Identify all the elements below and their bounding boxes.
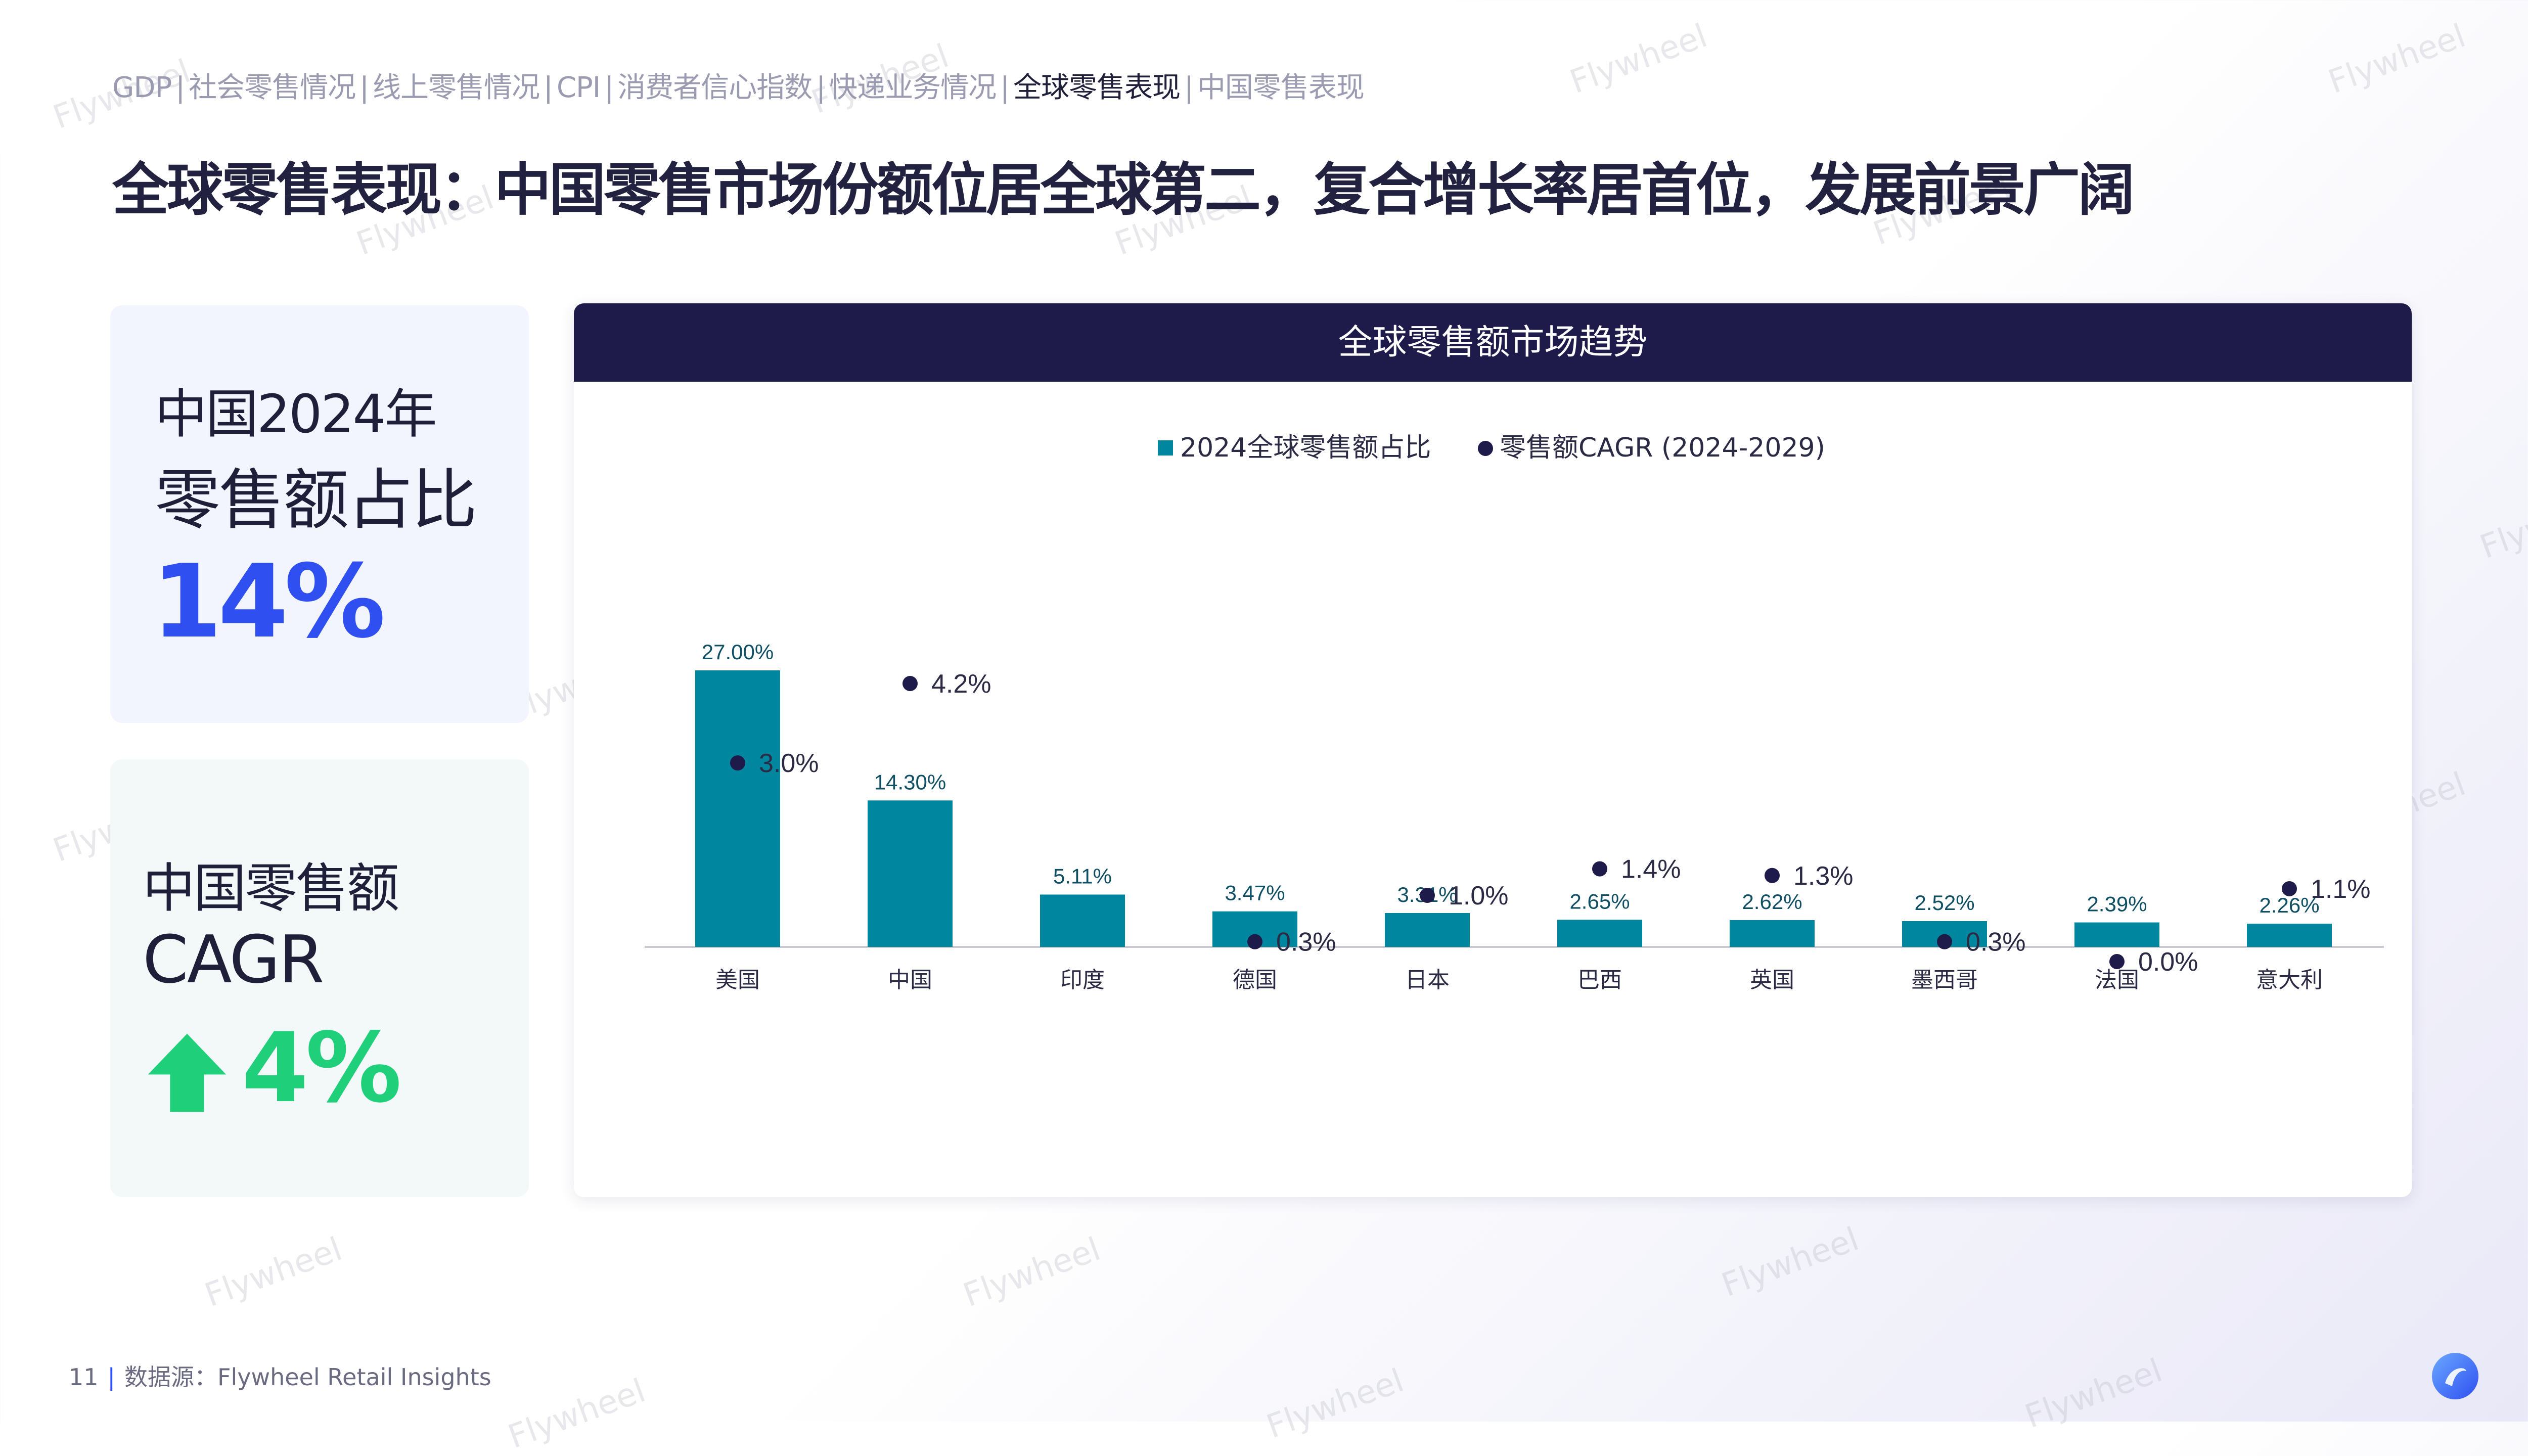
cagr-label-6: 1.3% [1793,861,1854,891]
cagr-dot-3 [1247,934,1262,949]
legend-marker-cagr [1478,441,1493,456]
breadcrumb-item[interactable]: 中国零售表现 [1197,71,1365,104]
chart-svg: 2024全球零售额占比 零售额CAGR (2024-2029) 27.00% 美国 3.… [645,433,2384,993]
chart-title: 全球零售额市场趋势 [574,303,2412,382]
breadcrumb-separator: | [816,71,826,104]
bar-5 [1557,920,1642,947]
cagr-dot-1 [902,676,918,691]
source-text: 数据源：Flywheel Retail Insights [124,1363,491,1391]
category-label-1: 中国 [888,967,932,993]
cagr-label-7: 0.3% [1966,928,2026,957]
cagr-label-5: 1.4% [1621,855,1681,884]
bar-2 [1040,894,1125,947]
bar-label-8: 2.39% [2087,892,2147,916]
flywheel-watermark: Flywheel [2475,482,2528,566]
category-label-4: 日本 [1405,967,1450,993]
breadcrumb-item[interactable]: GDP [112,71,172,104]
bar-4 [1385,913,1470,947]
breadcrumb-item[interactable]: 社会零售情况 [189,71,356,104]
legend-label-share: 2024全球零售额占比 [1180,433,1431,463]
legend-label-cagr: 零售额CAGR (2024-2029) [1500,433,1825,463]
cagr-dot-4 [1420,888,1435,903]
cagr-label-0: 3.0% [759,749,819,778]
flywheel-watermark: Flywheel [1717,1220,1864,1304]
cagr-card-line1: 中国零售额 [143,857,399,919]
flywheel-watermark: Flywheel [2323,17,2471,101]
cagr-dot-9 [2282,881,2297,896]
flywheel-logo-icon [2432,1353,2478,1399]
cagr-card-line2: CAGR [143,921,324,998]
category-label-7: 墨西哥 [1911,967,1978,993]
chart-panel: 全球零售额市场趋势 2024全球零售额占比 零售额CAGR (2024-2029)… [574,303,2412,1197]
up-arrow-icon [148,1033,227,1112]
footer: 11 | 数据源：Flywheel Retail Insights [69,1359,491,1392]
breadcrumb-separator: | [359,71,369,104]
bar-label-0: 27.00% [702,640,774,664]
footer-divider: | [107,1363,116,1391]
page-number: 11 [69,1363,99,1391]
cagr-dot-6 [1765,868,1780,883]
flywheel-watermark: Flywheel [958,1231,1106,1314]
category-label-3: 德国 [1233,967,1277,993]
china-cagr-card: 中国零售额 CAGR 4% [110,759,529,1197]
share-card-line1: 中国2024年 [155,383,437,445]
cagr-dot-5 [1592,861,1607,877]
flywheel-watermark: Flywheel [200,1231,347,1314]
bar-label-9: 2.26% [2259,893,2319,917]
share-card-value: 14% [152,543,386,661]
breadcrumb-item[interactable]: 全球零售表现 [1013,71,1181,104]
category-label-5: 巴西 [1577,967,1622,993]
category-label-6: 英国 [1750,967,1794,993]
bar-label-5: 2.65% [1569,889,1630,913]
page-title: 全球零售表现：中国零售市场份额位居全球第二，复合增长率居首位，发展前景广阔 [112,157,2135,223]
flywheel-watermark: Flywheel [1565,17,1712,101]
cagr-label-9: 1.1% [2311,875,2371,904]
cagr-dot-0 [730,755,745,771]
bar-6 [1730,920,1815,947]
breadcrumb-item[interactable]: 线上零售情况 [373,71,540,104]
bar-0 [695,670,780,947]
cagr-label-8: 0.0% [2138,947,2198,977]
flywheel-watermark: Flywheel [503,1372,651,1456]
flywheel-watermark: Flywheel [1261,1362,1409,1446]
bar-label-7: 2.52% [1914,891,1974,915]
bar-label-6: 2.62% [1742,890,1802,914]
cagr-dot-8 [2109,954,2125,969]
bar-label-2: 5.11% [1053,864,1112,888]
category-label-8: 法国 [2095,967,2139,993]
breadcrumb-item[interactable]: CPI [556,71,601,104]
breadcrumb-item[interactable]: 消费者信心指数 [617,71,812,104]
cagr-card-value: 4% [242,1012,402,1124]
bar-label-1: 14.30% [874,770,946,794]
legend-swatch-share [1158,440,1173,456]
bar-8 [2074,922,2159,947]
category-label-0: 美国 [715,967,760,993]
cagr-label-4: 1.0% [1449,881,1509,911]
breadcrumb-separator: | [1184,71,1194,104]
cagr-dot-7 [1937,934,1952,949]
bar-label-3: 3.47% [1225,881,1285,905]
bar-9 [2247,924,2332,947]
category-label-2: 印度 [1060,967,1105,993]
breadcrumb-separator: | [175,71,185,104]
breadcrumb-separator: | [604,71,614,104]
breadcrumb-separator: | [1000,71,1010,104]
category-label-9: 意大利 [2256,967,2323,993]
cagr-label-3: 0.3% [1276,928,1336,957]
breadcrumb: GDP | 社会零售情况 | 线上零售情况 | CPI | 消费者信心指数 | 快递业务情况 | 全球零… [112,65,1365,106]
breadcrumb-separator: | [544,71,553,104]
breadcrumb-item[interactable]: 快递业务情况 [829,71,997,104]
bar-1 [868,800,953,947]
flywheel-watermark: Flywheel [2020,1352,2168,1436]
share-card-line2: 零售额占比 [155,462,477,538]
cagr-label-1: 4.2% [931,669,991,699]
china-share-card: 中国2024年 零售额占比 14% [110,305,529,723]
